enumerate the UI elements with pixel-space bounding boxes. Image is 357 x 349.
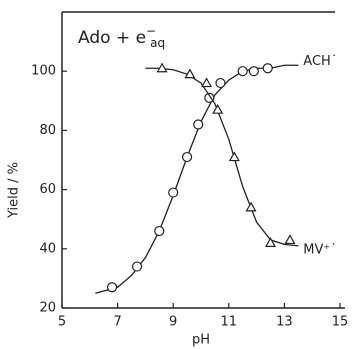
point — [237, 66, 248, 77]
point — [215, 77, 226, 89]
y-tick-label: 60 — [39, 182, 56, 197]
series-label: ACH˙ — [303, 54, 337, 69]
x-tick-label: 11 — [221, 315, 238, 330]
point — [228, 151, 240, 162]
point — [262, 63, 273, 74]
x-tick-label: 5 — [58, 315, 66, 330]
fit-curve — [145, 67, 299, 247]
point — [184, 68, 196, 79]
point — [248, 66, 259, 77]
point — [264, 237, 277, 247]
point — [212, 103, 224, 114]
series-label: MV⁺˙ — [303, 242, 336, 257]
x-tick-label: 9 — [169, 315, 177, 330]
x-axis-label: pH — [192, 333, 210, 348]
x-tick-label: 15 — [332, 315, 349, 330]
point — [182, 151, 193, 163]
point — [201, 77, 213, 88]
y-tick-label: 80 — [39, 123, 56, 138]
point — [204, 92, 215, 103]
point — [168, 187, 179, 198]
y-tick-label: 20 — [39, 301, 56, 316]
point — [193, 119, 204, 130]
point — [154, 225, 165, 237]
x-tick-label: 13 — [276, 315, 293, 330]
x-tick-label: 7 — [113, 315, 121, 330]
fit-curve — [95, 64, 299, 294]
chart-title: Ado + e− aq — [78, 24, 165, 50]
point — [106, 282, 118, 293]
y-tick-label: 40 — [39, 241, 56, 256]
point — [284, 234, 296, 245]
point — [156, 62, 168, 73]
point — [131, 261, 143, 272]
y-axis-label: Yield / % — [7, 162, 22, 219]
y-tick-label: 100 — [31, 64, 56, 79]
point — [245, 201, 257, 212]
